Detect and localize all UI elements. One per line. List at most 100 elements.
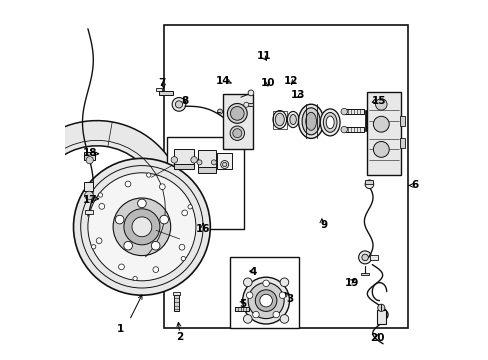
Circle shape bbox=[151, 242, 160, 250]
Ellipse shape bbox=[323, 112, 336, 132]
Circle shape bbox=[153, 267, 159, 273]
Ellipse shape bbox=[113, 198, 170, 256]
Bar bbox=[361, 273, 368, 275]
Bar bbox=[173, 292, 180, 295]
Bar bbox=[365, 110, 366, 131]
Ellipse shape bbox=[325, 116, 333, 129]
Circle shape bbox=[179, 244, 184, 250]
Ellipse shape bbox=[298, 104, 323, 139]
Bar bbox=[85, 210, 93, 214]
Ellipse shape bbox=[230, 126, 244, 140]
Circle shape bbox=[280, 278, 288, 287]
Text: 1: 1 bbox=[117, 324, 123, 334]
Ellipse shape bbox=[81, 166, 203, 288]
Circle shape bbox=[91, 244, 96, 249]
Ellipse shape bbox=[123, 209, 160, 245]
Text: 6: 6 bbox=[411, 180, 418, 190]
Circle shape bbox=[361, 254, 367, 261]
Circle shape bbox=[96, 238, 102, 244]
Circle shape bbox=[243, 278, 252, 287]
Circle shape bbox=[119, 264, 124, 270]
Text: 7: 7 bbox=[158, 78, 165, 88]
Circle shape bbox=[252, 311, 259, 318]
Ellipse shape bbox=[73, 158, 210, 295]
Bar bbox=[366, 92, 400, 175]
Bar bbox=[344, 127, 364, 132]
Bar bbox=[163, 25, 407, 328]
Circle shape bbox=[181, 256, 185, 261]
Circle shape bbox=[171, 157, 177, 163]
Circle shape bbox=[187, 205, 192, 209]
Circle shape bbox=[133, 276, 137, 281]
Ellipse shape bbox=[305, 112, 316, 130]
Circle shape bbox=[340, 126, 347, 133]
Text: 9: 9 bbox=[320, 220, 326, 230]
Circle shape bbox=[160, 215, 168, 224]
Bar bbox=[174, 164, 194, 169]
Bar bbox=[84, 182, 93, 191]
Bar bbox=[223, 94, 253, 149]
Circle shape bbox=[123, 242, 132, 250]
Text: 10: 10 bbox=[260, 78, 275, 88]
Text: 20: 20 bbox=[370, 333, 384, 343]
Ellipse shape bbox=[259, 294, 272, 307]
Ellipse shape bbox=[302, 108, 320, 135]
Text: 13: 13 bbox=[291, 90, 305, 100]
Bar bbox=[234, 307, 249, 311]
Circle shape bbox=[197, 160, 202, 165]
Ellipse shape bbox=[230, 107, 244, 120]
Bar bbox=[159, 91, 172, 95]
Text: 19: 19 bbox=[345, 278, 359, 288]
Circle shape bbox=[217, 109, 222, 114]
Circle shape bbox=[280, 315, 288, 323]
Ellipse shape bbox=[287, 112, 298, 128]
Circle shape bbox=[86, 157, 93, 164]
Bar bbox=[156, 88, 162, 91]
Circle shape bbox=[244, 102, 248, 107]
Circle shape bbox=[373, 141, 388, 157]
Bar bbox=[344, 109, 364, 114]
Circle shape bbox=[125, 181, 131, 187]
Ellipse shape bbox=[255, 290, 276, 311]
Text: 11: 11 bbox=[257, 51, 271, 61]
Bar bbox=[272, 111, 286, 129]
Bar bbox=[376, 310, 385, 324]
Text: 8: 8 bbox=[181, 96, 188, 106]
Circle shape bbox=[365, 180, 373, 189]
Circle shape bbox=[172, 98, 185, 111]
Ellipse shape bbox=[232, 129, 241, 138]
Wedge shape bbox=[9, 121, 185, 271]
Circle shape bbox=[175, 101, 182, 108]
Bar bbox=[84, 152, 95, 160]
Circle shape bbox=[190, 157, 197, 163]
Circle shape bbox=[246, 292, 252, 298]
Bar bbox=[174, 149, 194, 164]
Bar bbox=[217, 153, 231, 169]
Text: 14: 14 bbox=[215, 76, 230, 86]
Circle shape bbox=[84, 191, 93, 200]
Circle shape bbox=[377, 304, 384, 311]
Text: 5: 5 bbox=[239, 299, 246, 309]
Ellipse shape bbox=[275, 113, 284, 126]
Ellipse shape bbox=[320, 109, 339, 136]
Bar bbox=[246, 103, 252, 106]
Bar bbox=[230, 257, 298, 328]
Circle shape bbox=[247, 90, 253, 96]
Bar bbox=[400, 138, 405, 148]
Circle shape bbox=[182, 210, 187, 216]
Ellipse shape bbox=[132, 217, 151, 237]
Circle shape bbox=[375, 99, 386, 110]
Bar bbox=[174, 295, 179, 311]
Bar bbox=[370, 255, 378, 260]
Text: 12: 12 bbox=[284, 76, 298, 86]
Circle shape bbox=[340, 108, 347, 115]
Circle shape bbox=[243, 315, 252, 323]
Text: 3: 3 bbox=[285, 294, 292, 304]
Circle shape bbox=[211, 160, 216, 165]
Ellipse shape bbox=[242, 277, 289, 324]
Circle shape bbox=[279, 292, 285, 298]
Circle shape bbox=[263, 280, 269, 287]
Circle shape bbox=[358, 251, 371, 264]
Circle shape bbox=[115, 215, 124, 224]
Ellipse shape bbox=[289, 114, 296, 125]
